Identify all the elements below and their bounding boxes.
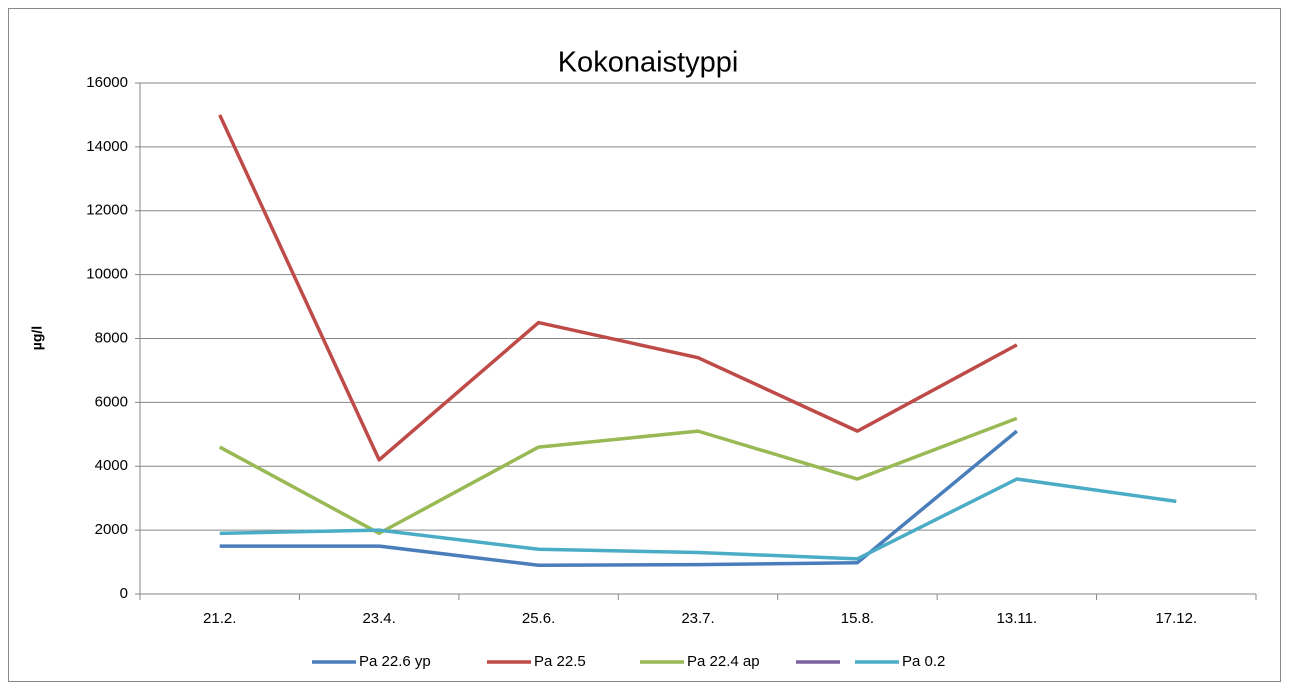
y-tick-label: 12000 <box>86 202 128 219</box>
legend-label: Pa 22.5 <box>534 653 586 670</box>
y-axis-label: µg/l <box>29 326 45 350</box>
x-tick-label: 23.7. <box>681 610 714 627</box>
y-tick-label: 4000 <box>95 457 128 474</box>
legend-label: Pa 22.4 ap <box>687 653 760 670</box>
y-tick-label: 10000 <box>86 266 128 283</box>
series-line <box>219 429 1018 568</box>
x-tick-label: 15.8. <box>841 610 874 627</box>
x-tick-label: 23.4. <box>362 610 395 627</box>
series-line <box>218 114 1018 462</box>
y-tick-label: 8000 <box>95 329 128 346</box>
series-line <box>218 416 1018 536</box>
legend-label: Pa 22.6 yp <box>359 653 431 670</box>
legend-label: Pa 0.2 <box>902 653 945 670</box>
x-tick-label: 17.12. <box>1155 610 1197 627</box>
y-tick-label: 2000 <box>95 521 128 538</box>
y-tick-label: 6000 <box>95 393 128 410</box>
chart-title: Kokonaistyppi <box>558 47 739 79</box>
y-tick-label: 0 <box>120 585 128 602</box>
x-tick-label: 13.11. <box>997 610 1038 627</box>
y-tick-label: 16000 <box>86 74 128 91</box>
x-tick-label: 25.6. <box>522 610 555 627</box>
x-tick-label: 21.2. <box>203 610 236 627</box>
series-line <box>219 477 1177 561</box>
y-tick-label: 14000 <box>86 138 128 155</box>
